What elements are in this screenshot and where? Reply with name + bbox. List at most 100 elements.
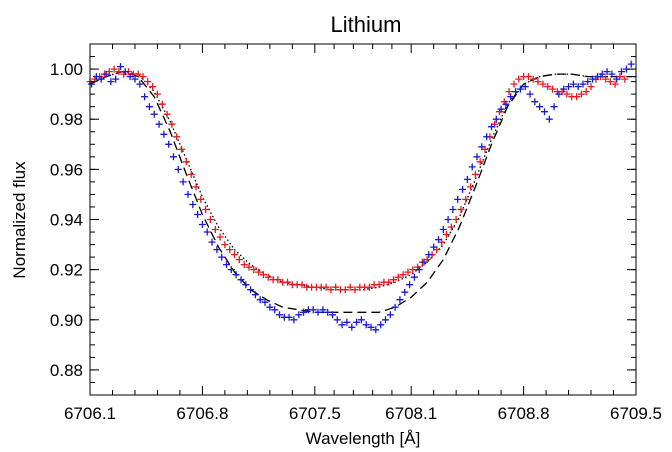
data-point [247, 286, 255, 294]
data-point [550, 103, 558, 111]
data-point [444, 216, 452, 223]
data-point [516, 85, 524, 93]
scatter-series-1 [88, 60, 635, 334]
data-point [112, 75, 120, 83]
data-point [452, 216, 460, 223]
data-point [375, 281, 383, 289]
data-point [266, 303, 274, 311]
data-point [415, 266, 423, 274]
data-point [367, 323, 375, 331]
data-point [544, 83, 552, 91]
data-point [385, 278, 393, 286]
x-tick-label: 6708.1 [385, 404, 437, 423]
data-point [404, 268, 412, 276]
data-point [174, 165, 182, 173]
data-point [410, 273, 418, 281]
x-tick-label: 6708.8 [498, 404, 550, 423]
data-point [242, 281, 250, 289]
data-point [589, 75, 597, 83]
data-point [471, 170, 479, 178]
data-point [107, 78, 115, 86]
data-point [534, 78, 542, 86]
data-point [235, 256, 243, 264]
data-point [357, 316, 365, 324]
data-point [202, 206, 210, 213]
data-point [613, 75, 621, 83]
data-point [505, 88, 513, 96]
data-point [545, 115, 553, 123]
data-point [300, 308, 308, 316]
data-point [362, 321, 370, 329]
data-point [115, 68, 123, 76]
data-point [223, 261, 230, 269]
data-point [338, 321, 346, 329]
data-point [158, 100, 166, 108]
data-point [401, 288, 409, 296]
y-tick-label: 0.88 [50, 361, 83, 380]
data-point [539, 80, 547, 88]
data-point [476, 158, 484, 166]
data-point [298, 281, 306, 289]
y-tick-label: 0.90 [50, 311, 83, 330]
data-point [197, 195, 205, 203]
data-point [587, 83, 595, 91]
data-point [206, 216, 214, 223]
x-tick-label: 6706.8 [176, 404, 228, 423]
data-point [515, 75, 523, 83]
data-point [187, 170, 195, 178]
data-point [259, 271, 267, 279]
data-point [536, 103, 544, 111]
data-point [208, 238, 216, 246]
data-point [211, 226, 219, 233]
data-point [139, 73, 147, 81]
x-axis-title: Wavelength [Å] [306, 429, 421, 448]
data-point [255, 268, 263, 276]
data-point [264, 273, 272, 281]
data-point [168, 120, 176, 128]
data-point [377, 321, 385, 329]
data-point [232, 271, 240, 279]
data-point [134, 70, 142, 78]
data-point [245, 263, 253, 271]
data-point [468, 163, 476, 171]
x-tick-label: 6706.1 [64, 404, 116, 423]
data-point [194, 211, 202, 218]
data-point [399, 271, 407, 279]
data-point [295, 311, 303, 319]
data-point [276, 311, 283, 319]
data-point [512, 88, 520, 96]
y-tick-label: 0.98 [50, 110, 83, 129]
data-point [390, 276, 397, 284]
data-point [251, 291, 259, 299]
data-point [274, 276, 282, 284]
data-point [420, 258, 428, 266]
data-point [443, 231, 450, 238]
data-point [189, 201, 197, 208]
data-point [563, 90, 571, 98]
data-point [473, 153, 481, 161]
data-point [309, 306, 317, 314]
data-point [382, 316, 389, 324]
data-point [332, 283, 340, 291]
data-point [488, 123, 495, 131]
data-point [396, 296, 404, 304]
data-point [579, 80, 587, 88]
data-point [573, 93, 581, 101]
data-point [216, 233, 224, 241]
data-point [333, 316, 341, 324]
data-point [497, 105, 505, 113]
data-point [541, 108, 548, 116]
data-point [584, 78, 592, 86]
data-point [618, 68, 625, 76]
data-point [329, 311, 336, 319]
data-point [569, 80, 577, 88]
data-point [430, 243, 438, 251]
data-point [582, 88, 590, 96]
data-point [454, 195, 462, 203]
y-tick-label: 0.92 [50, 261, 83, 280]
data-point [439, 226, 447, 233]
data-point [121, 68, 129, 76]
data-point [221, 241, 229, 249]
data-point [165, 140, 173, 148]
